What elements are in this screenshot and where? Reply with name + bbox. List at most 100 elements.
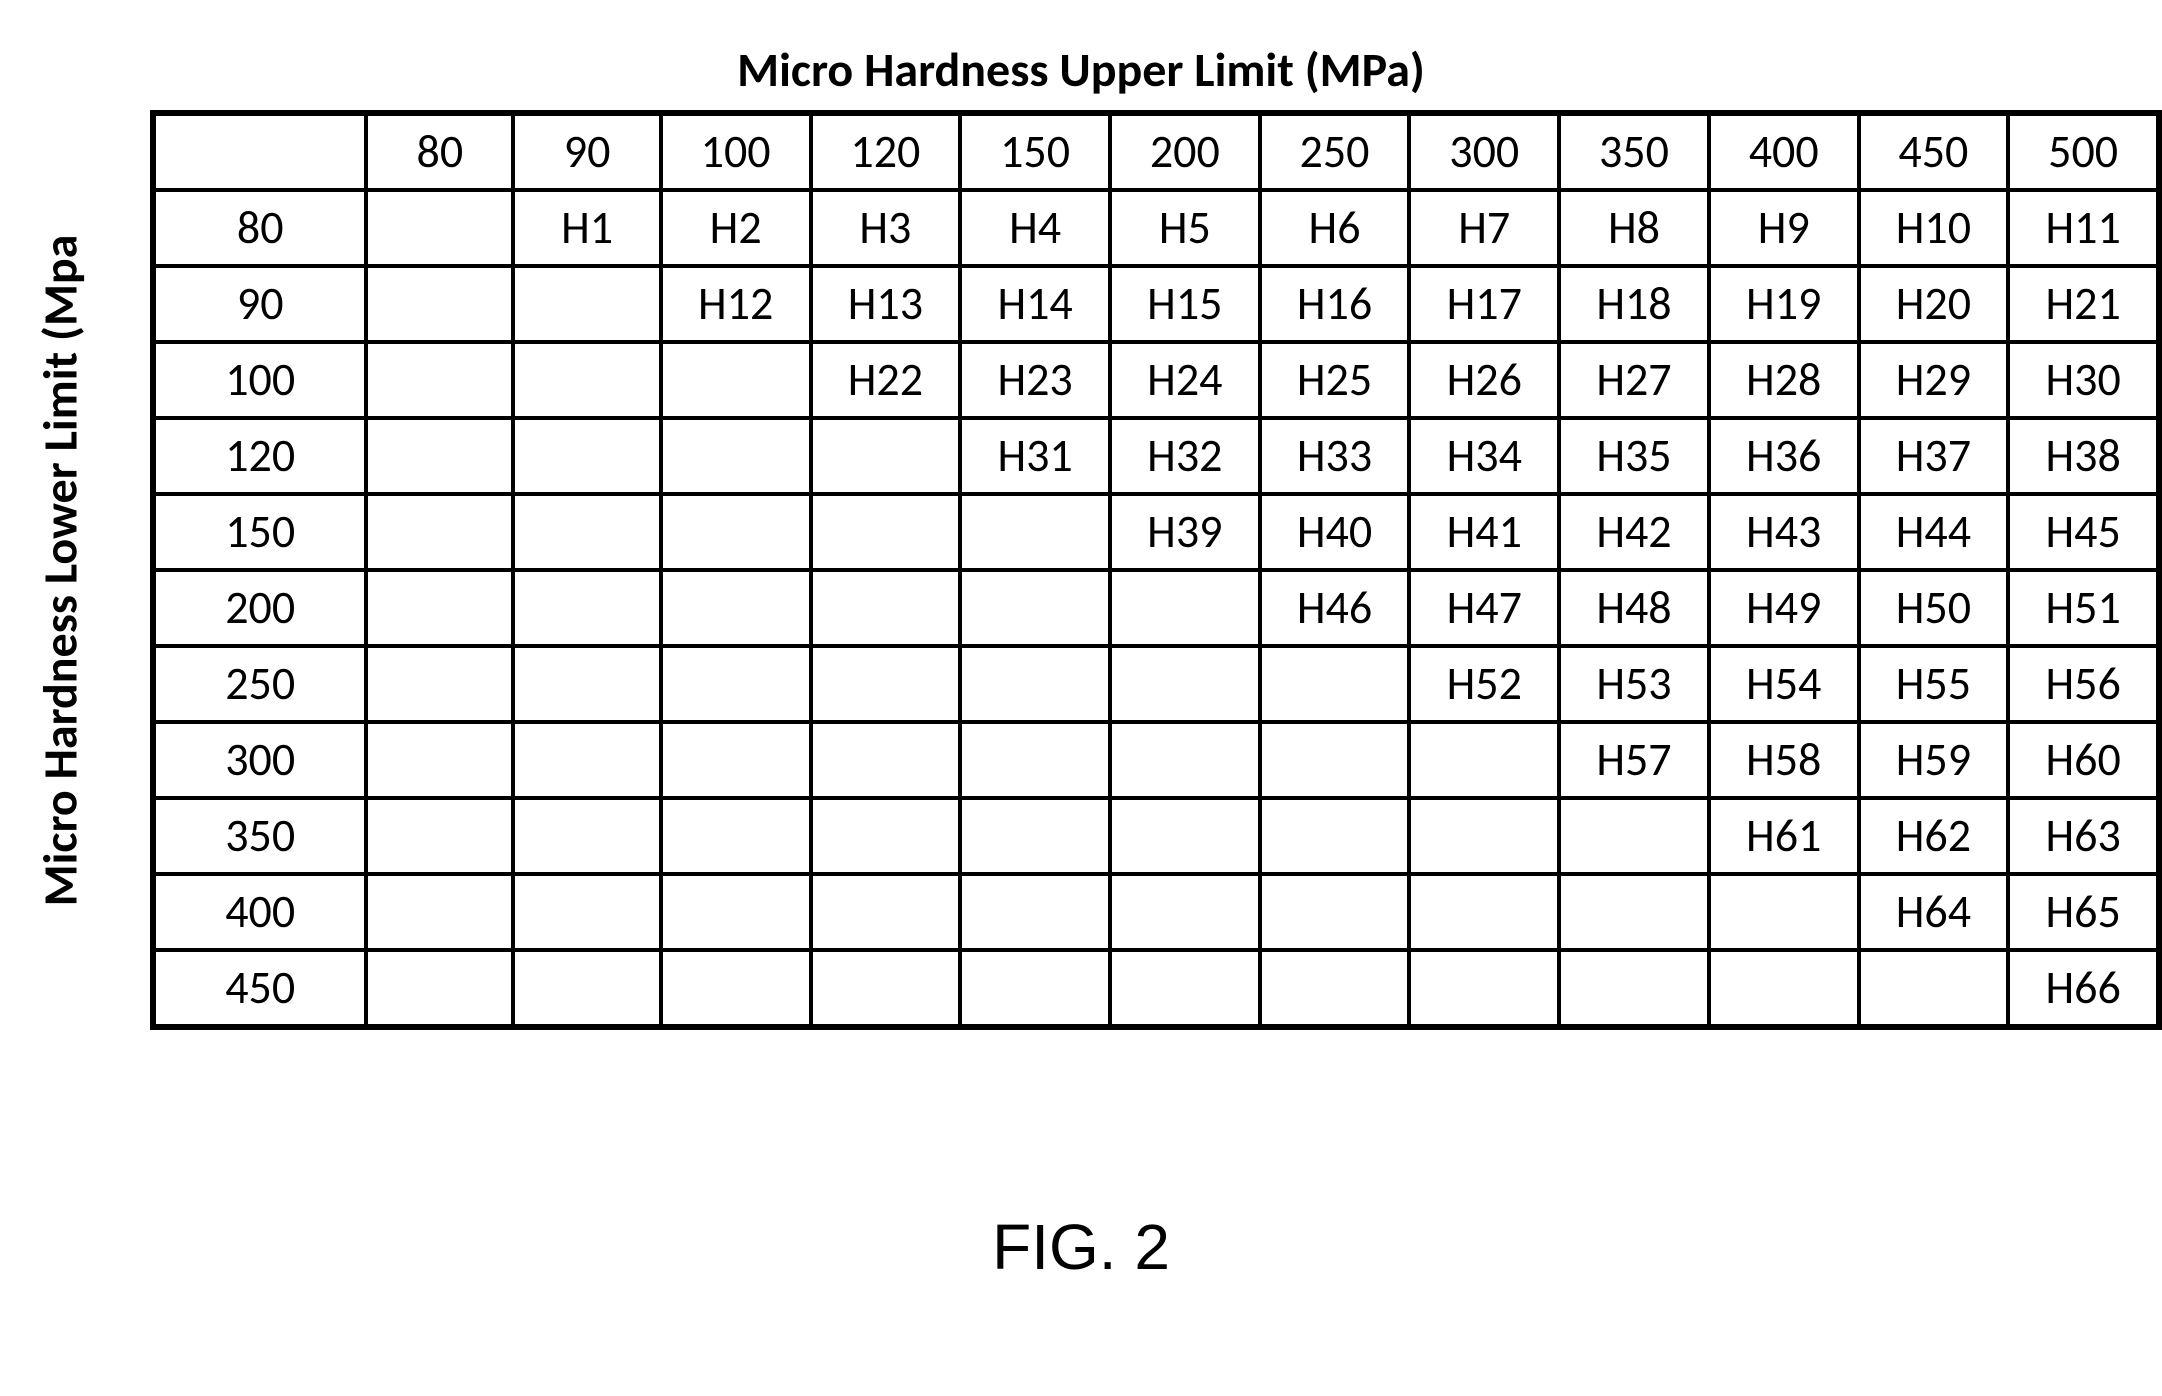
cell: H53 [1559, 646, 1709, 722]
cell [1110, 874, 1260, 950]
col-header: 120 [811, 113, 961, 190]
figure-caption: FIG. 2 [0, 1210, 2162, 1284]
cell [366, 722, 513, 798]
cell [366, 342, 513, 418]
cell: H7 [1409, 190, 1559, 266]
cell [1409, 798, 1559, 874]
cell: H52 [1409, 646, 1559, 722]
cell [513, 494, 660, 570]
cell [1110, 950, 1260, 1027]
cell [1559, 950, 1709, 1027]
cell: H14 [960, 266, 1110, 342]
cell [811, 950, 961, 1027]
cell: H61 [1709, 798, 1859, 874]
cell: H20 [1859, 266, 2009, 342]
cell [513, 570, 660, 646]
cell [513, 418, 660, 494]
cell: H35 [1559, 418, 1709, 494]
cell: H43 [1709, 494, 1859, 570]
corner-cell [153, 113, 366, 190]
col-header: 450 [1859, 113, 2009, 190]
table-row: 400 H64 H65 [153, 874, 2159, 950]
cell: H18 [1559, 266, 1709, 342]
cell [661, 646, 811, 722]
top-axis-title: Micro Hardness Upper Limit (MPa) [0, 40, 2162, 99]
cell: H23 [960, 342, 1110, 418]
cell [513, 950, 660, 1027]
row-header: 250 [153, 646, 366, 722]
cell: H13 [811, 266, 961, 342]
cell [513, 646, 660, 722]
cell: H9 [1709, 190, 1859, 266]
cell: H41 [1409, 494, 1559, 570]
cell: H50 [1859, 570, 2009, 646]
cell: H15 [1110, 266, 1260, 342]
cell: H55 [1859, 646, 2009, 722]
col-header: 400 [1709, 113, 1859, 190]
cell: H1 [513, 190, 660, 266]
cell [1260, 722, 1410, 798]
cell [513, 798, 660, 874]
cell [1409, 874, 1559, 950]
col-header: 90 [513, 113, 660, 190]
cell [366, 494, 513, 570]
cell: H24 [1110, 342, 1260, 418]
cell: H63 [2008, 798, 2159, 874]
cell: H40 [1260, 494, 1410, 570]
cell: H45 [2008, 494, 2159, 570]
cell [1559, 798, 1709, 874]
col-header: 300 [1409, 113, 1559, 190]
cell [513, 342, 660, 418]
cell [1110, 722, 1260, 798]
cell [1709, 950, 1859, 1027]
cell [661, 874, 811, 950]
table-row: 350 H61 H62 H63 [153, 798, 2159, 874]
cell [366, 874, 513, 950]
cell: H10 [1859, 190, 2009, 266]
cell: H33 [1260, 418, 1410, 494]
row-header: 100 [153, 342, 366, 418]
cell [513, 722, 660, 798]
cell: H30 [2008, 342, 2159, 418]
cell [1260, 646, 1410, 722]
row-header: 90 [153, 266, 366, 342]
cell: H49 [1709, 570, 1859, 646]
cell: H11 [2008, 190, 2159, 266]
cell: H47 [1409, 570, 1559, 646]
cell: H51 [2008, 570, 2159, 646]
table-row: 100 H22 H23 H24 H25 H26 H27 H28 H29 H30 [153, 342, 2159, 418]
row-header: 150 [153, 494, 366, 570]
cell: H38 [2008, 418, 2159, 494]
row-header: 400 [153, 874, 366, 950]
cell [811, 418, 961, 494]
cell [1559, 874, 1709, 950]
cell: H26 [1409, 342, 1559, 418]
cell [366, 418, 513, 494]
cell: H25 [1260, 342, 1410, 418]
cell: H65 [2008, 874, 2159, 950]
cell [1260, 950, 1410, 1027]
cell: H6 [1260, 190, 1410, 266]
cell [366, 266, 513, 342]
row-header: 450 [153, 950, 366, 1027]
cell [366, 646, 513, 722]
row-header: 350 [153, 798, 366, 874]
side-axis-title: Micro Hardness Lower Limit (Mpa [31, 234, 90, 906]
cell: H48 [1559, 570, 1709, 646]
cell [661, 798, 811, 874]
page: Micro Hardness Upper Limit (MPa) Micro H… [0, 0, 2162, 1396]
cell: H39 [1110, 494, 1260, 570]
col-header: 200 [1110, 113, 1260, 190]
cell: H56 [2008, 646, 2159, 722]
cell [1409, 722, 1559, 798]
cell: H44 [1859, 494, 2009, 570]
table-row: 300 H57 H58 H59 H60 [153, 722, 2159, 798]
cell: H4 [960, 190, 1110, 266]
cell: H62 [1859, 798, 2009, 874]
cell [960, 722, 1110, 798]
table-row: 250 H52 H53 H54 H55 H56 [153, 646, 2159, 722]
cell [366, 798, 513, 874]
cell [960, 646, 1110, 722]
col-header: 80 [366, 113, 513, 190]
cell: H2 [661, 190, 811, 266]
